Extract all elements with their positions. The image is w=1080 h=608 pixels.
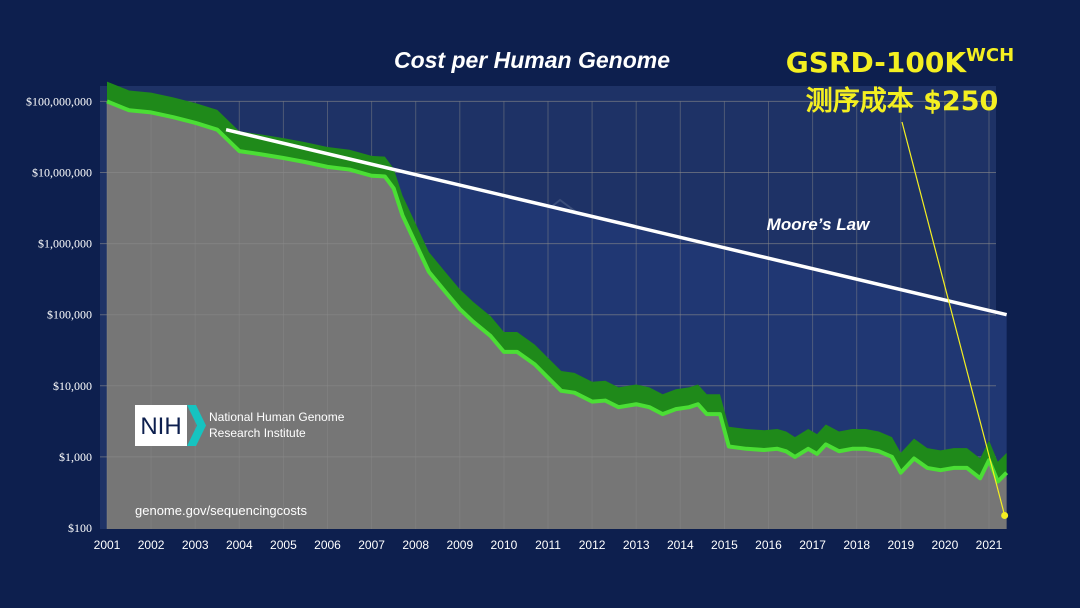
- x-tick-label: 2019: [887, 538, 914, 552]
- y-tick-label: $1,000: [59, 450, 92, 464]
- promo-label: GSRD-100KWCH: [786, 45, 1014, 79]
- x-tick-label: 2010: [491, 538, 518, 552]
- x-tick-label: 2013: [623, 538, 650, 552]
- nih-name-line1: National Human Genome: [209, 410, 345, 424]
- x-tick-label: 2006: [314, 538, 341, 552]
- source-url: genome.gov/sequencingcosts: [135, 503, 308, 518]
- x-tick-label: 2011: [535, 538, 561, 552]
- nih-logo-box: [135, 405, 187, 446]
- x-tick-label: 2007: [358, 538, 385, 552]
- promo-target-dot: [1001, 511, 1009, 519]
- y-tick-label: $100,000: [47, 308, 92, 322]
- x-tick-label: 2002: [138, 538, 165, 552]
- y-tick-label: $10,000,000: [32, 166, 92, 180]
- x-axis-ticks: 2001 2002 2003 2004 2005 2006 2007 2008 2009 2010…: [94, 538, 1003, 552]
- promo-line2: 测序成本 $250: [806, 85, 999, 117]
- x-tick-label: 2021: [976, 538, 1003, 552]
- x-tick-label: 2004: [226, 538, 253, 552]
- x-tick-label: 2009: [446, 538, 473, 552]
- x-tick-label: 2005: [270, 538, 297, 552]
- y-tick-label: $100: [68, 521, 92, 535]
- x-tick-label: 2003: [182, 538, 209, 552]
- promo-superscript: WCH: [966, 45, 1014, 66]
- nih-abbr: NIH: [140, 413, 181, 440]
- moore-law-label: Moore’s Law: [767, 215, 871, 234]
- x-tick-label: 2014: [667, 538, 694, 552]
- moore-law-line: [225, 127, 1008, 317]
- x-tick-label: 2017: [799, 538, 826, 552]
- genome-cost-line: [106, 99, 1009, 484]
- x-tick-label: 2016: [755, 538, 782, 552]
- x-tick-label: 2012: [579, 538, 606, 552]
- nih-arrow-icon: [187, 405, 206, 446]
- promo-line1: GSRD-100K: [786, 46, 968, 79]
- genome-cost-area: [107, 101, 1007, 530]
- x-tick-label: 2008: [402, 538, 429, 552]
- nih-logo: NIH National Human Genome Research Insti…: [135, 405, 345, 446]
- nih-name-line2: Research Institute: [209, 426, 306, 440]
- y-tick-label: $1,000,000: [38, 237, 92, 251]
- gridlines: [100, 100, 996, 529]
- promo-pointer-line: [901, 121, 1006, 516]
- x-tick-label: 2015: [711, 538, 738, 552]
- y-tick-label: $10,000: [53, 379, 92, 393]
- x-tick-label: 2020: [932, 538, 959, 552]
- chart-title: Cost per Human Genome: [394, 47, 670, 73]
- x-tick-label: 2018: [843, 538, 870, 552]
- y-axis-ticks: $100,000,000 $10,000,000 $1,000,000 $100,00…: [26, 94, 92, 535]
- y-tick-label: $100,000,000: [26, 94, 92, 108]
- x-tick-label: 2001: [94, 538, 121, 552]
- moore-gap-area: [226, 129, 1007, 482]
